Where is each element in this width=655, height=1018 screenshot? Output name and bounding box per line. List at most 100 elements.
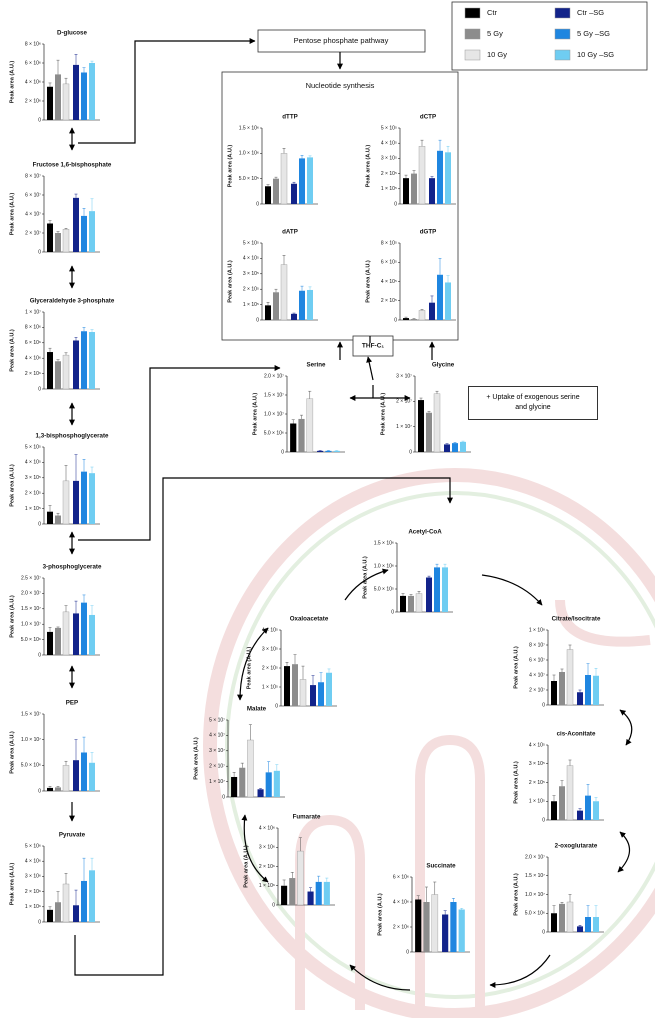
error-bar	[82, 67, 86, 73]
bar	[559, 672, 565, 705]
y-tick-label: 3 × 10⁵	[243, 271, 259, 277]
y-tick-label: 5 × 10⁵	[25, 444, 41, 450]
bar	[55, 627, 61, 655]
chart-title: Acetyl-CoA	[408, 529, 442, 536]
nucleotide-label: Nucleotide synthesis	[306, 81, 375, 90]
y-tick-label: 4 × 10⁷	[25, 211, 41, 217]
bar	[437, 274, 443, 320]
error-bar	[420, 309, 424, 311]
y-tick-label: 2 × 10⁷	[209, 764, 225, 770]
y-tick-label: 5 × 10⁵	[381, 125, 397, 131]
y-tick-label: 0	[281, 449, 284, 455]
y-axis-label: Peak area (A.U.)	[362, 556, 368, 599]
y-tick-label: 2.5 × 10⁷	[21, 575, 41, 581]
nucleotide-box	[221, 71, 459, 341]
error-bar	[427, 575, 431, 578]
bar	[247, 739, 254, 798]
error-bar	[594, 668, 598, 676]
bar	[299, 290, 305, 320]
y-axis-label: Peak area (A.U.)	[9, 329, 15, 372]
y-tick-label: 5.0 × 10⁶	[21, 763, 41, 769]
bar	[307, 289, 313, 320]
bar	[445, 282, 451, 320]
bar	[62, 83, 70, 121]
error-bar	[438, 258, 442, 275]
legend-label: 10 Gy –SG	[577, 50, 614, 59]
error-bar	[568, 644, 572, 650]
error-bar	[274, 288, 278, 293]
error-bar	[90, 752, 94, 763]
y-tick-label: 4 × 10⁵	[529, 742, 545, 748]
bar	[73, 760, 79, 791]
y-tick-label: 1.0 × 10⁷	[21, 737, 41, 743]
y-tick-label: 8 × 10⁶	[25, 325, 41, 331]
bar	[559, 786, 565, 820]
y-tick-label: 1.5 × 10⁷	[264, 392, 284, 398]
bar	[62, 354, 70, 390]
error-bar	[291, 419, 295, 424]
error-bar	[90, 605, 94, 615]
bar	[273, 770, 280, 797]
chart-title: Malate	[247, 706, 267, 713]
legend-label: Ctr	[487, 8, 498, 17]
error-bar	[74, 739, 78, 761]
y-tick-label: 5.0 × 10⁶	[525, 911, 545, 917]
y-tick-label: 1.0 × 10⁶	[239, 151, 259, 157]
y-axis-label: Peak area (A.U.)	[513, 761, 519, 804]
chart-title: Succinate	[426, 863, 456, 870]
y-axis-label: Peak area (A.U.)	[365, 260, 371, 303]
error-bar	[404, 316, 408, 319]
bar	[62, 228, 70, 253]
y-tick-label: 0	[38, 521, 41, 527]
y-tick-label: 1.0 × 10⁷	[21, 622, 41, 628]
chart-title: Oxaloacetate	[290, 616, 329, 623]
error-bar	[82, 857, 86, 881]
error-bar	[90, 466, 94, 474]
error-bar	[56, 512, 60, 516]
bar	[265, 772, 272, 797]
bar	[577, 926, 583, 932]
bar	[418, 146, 426, 205]
y-tick-label: 1.0 × 10⁷	[264, 411, 284, 417]
bar	[73, 613, 79, 655]
bar	[284, 666, 290, 706]
y-tick-label: 4 × 10⁵	[381, 141, 397, 147]
error-bar	[300, 155, 304, 159]
bar	[400, 595, 406, 612]
error-bar	[82, 208, 86, 216]
bar	[55, 902, 61, 922]
thf-box	[352, 335, 394, 357]
bar	[318, 682, 324, 706]
error-bar	[586, 905, 590, 917]
error-bar	[401, 593, 405, 596]
bar	[47, 511, 53, 524]
legend-swatch	[554, 49, 571, 61]
bar	[291, 313, 297, 320]
y-tick-label: 1 × 10⁵	[529, 799, 545, 805]
y-tick-label: 6 × 10⁷	[529, 657, 545, 663]
error-bar	[425, 886, 428, 902]
y-axis-label: Peak area (A.U.)	[9, 595, 15, 638]
y-tick-label: 4 × 10⁷	[529, 672, 545, 678]
bar	[437, 150, 443, 204]
bar	[423, 902, 430, 952]
y-axis-label: Peak area (A.U.)	[513, 873, 519, 916]
y-axis-label: Peak area (A.U.)	[377, 893, 383, 936]
bar	[566, 765, 574, 821]
y-tick-label: 6 × 10⁵	[381, 260, 397, 266]
y-tick-label: 0	[272, 902, 275, 908]
error-bar	[48, 82, 52, 87]
error-bar	[420, 139, 424, 147]
y-tick-label: 5 × 10⁷	[209, 717, 225, 723]
chart-title: Pyruvate	[59, 832, 86, 839]
bar	[55, 361, 61, 389]
y-tick-label: 6 × 10⁶	[393, 874, 409, 880]
y-tick-label: 1.5 × 10⁷	[21, 711, 41, 717]
bar	[47, 631, 53, 655]
y-axis-label: Peak area (A.U.)	[243, 845, 249, 888]
legend-swatch	[464, 49, 481, 61]
error-bar	[560, 902, 564, 904]
error-bar	[419, 397, 423, 401]
bar	[281, 885, 288, 905]
bar	[445, 152, 451, 204]
